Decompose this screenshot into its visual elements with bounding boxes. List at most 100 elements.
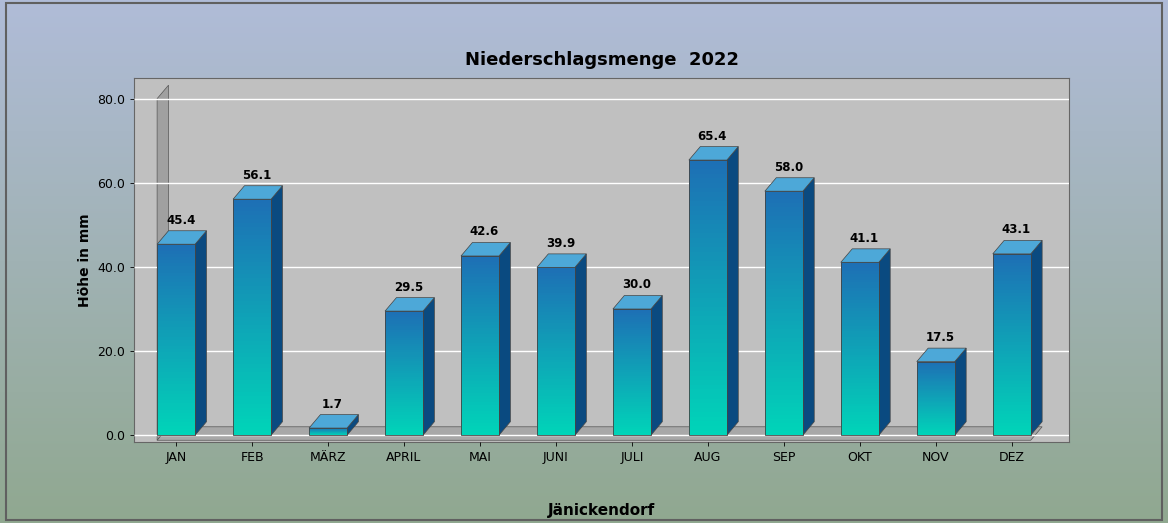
Polygon shape — [613, 385, 651, 387]
Polygon shape — [613, 410, 651, 412]
Polygon shape — [765, 199, 802, 203]
Polygon shape — [158, 267, 195, 270]
Polygon shape — [689, 215, 726, 220]
Polygon shape — [993, 311, 1030, 314]
Polygon shape — [613, 418, 651, 420]
Polygon shape — [841, 263, 878, 265]
Polygon shape — [841, 291, 878, 294]
Polygon shape — [537, 351, 575, 354]
Text: 45.4: 45.4 — [166, 214, 195, 226]
Polygon shape — [158, 289, 195, 292]
Polygon shape — [613, 387, 651, 389]
Polygon shape — [158, 85, 168, 440]
Polygon shape — [385, 324, 423, 326]
Polygon shape — [917, 372, 954, 374]
Polygon shape — [234, 368, 271, 372]
Polygon shape — [385, 423, 423, 425]
Polygon shape — [613, 425, 651, 427]
Polygon shape — [537, 421, 575, 424]
Polygon shape — [234, 360, 271, 365]
Polygon shape — [385, 385, 423, 388]
Polygon shape — [385, 394, 423, 396]
Polygon shape — [385, 415, 423, 417]
Polygon shape — [234, 235, 271, 238]
Polygon shape — [841, 397, 878, 401]
Polygon shape — [385, 413, 423, 415]
Polygon shape — [158, 371, 195, 374]
Polygon shape — [461, 339, 499, 343]
Polygon shape — [537, 393, 575, 396]
Polygon shape — [993, 266, 1030, 269]
Polygon shape — [765, 244, 802, 248]
Polygon shape — [993, 432, 1030, 435]
Polygon shape — [385, 400, 423, 402]
Polygon shape — [613, 372, 651, 374]
Polygon shape — [917, 389, 954, 390]
Polygon shape — [537, 312, 575, 315]
Polygon shape — [765, 313, 802, 317]
Polygon shape — [689, 334, 726, 339]
Polygon shape — [613, 408, 651, 410]
Text: 17.5: 17.5 — [926, 331, 955, 344]
Polygon shape — [158, 298, 195, 301]
Polygon shape — [689, 279, 726, 284]
Polygon shape — [234, 203, 271, 207]
Polygon shape — [993, 423, 1030, 426]
Polygon shape — [993, 381, 1030, 384]
Polygon shape — [537, 396, 575, 399]
Polygon shape — [765, 232, 802, 236]
Polygon shape — [689, 394, 726, 399]
Polygon shape — [385, 367, 423, 369]
Polygon shape — [234, 321, 271, 325]
Text: Jänickendorf: Jänickendorf — [548, 503, 655, 518]
Polygon shape — [613, 397, 651, 400]
Text: 65.4: 65.4 — [697, 130, 728, 143]
Polygon shape — [385, 359, 423, 361]
Polygon shape — [917, 384, 954, 385]
Polygon shape — [461, 337, 499, 339]
Polygon shape — [841, 427, 878, 429]
Polygon shape — [158, 301, 195, 305]
Polygon shape — [385, 425, 423, 427]
Polygon shape — [917, 425, 954, 427]
Polygon shape — [841, 320, 878, 323]
Polygon shape — [234, 431, 271, 435]
Polygon shape — [726, 146, 738, 435]
Polygon shape — [689, 408, 726, 412]
Polygon shape — [158, 308, 195, 311]
Polygon shape — [461, 268, 499, 271]
Polygon shape — [158, 397, 195, 400]
Polygon shape — [537, 373, 575, 377]
Polygon shape — [689, 422, 726, 426]
Polygon shape — [993, 414, 1030, 417]
Polygon shape — [234, 227, 271, 231]
Polygon shape — [461, 396, 499, 400]
Polygon shape — [613, 351, 651, 353]
Polygon shape — [841, 286, 878, 288]
Polygon shape — [537, 309, 575, 312]
Polygon shape — [917, 378, 954, 379]
Polygon shape — [385, 377, 423, 379]
Polygon shape — [841, 395, 878, 397]
Polygon shape — [613, 357, 651, 359]
Polygon shape — [917, 391, 954, 392]
Polygon shape — [158, 362, 195, 365]
Polygon shape — [537, 368, 575, 371]
Polygon shape — [613, 359, 651, 361]
Polygon shape — [158, 276, 195, 279]
Polygon shape — [841, 357, 878, 360]
Polygon shape — [385, 348, 423, 350]
Polygon shape — [841, 268, 878, 271]
Polygon shape — [689, 256, 726, 261]
Polygon shape — [689, 146, 738, 160]
Polygon shape — [234, 372, 271, 376]
Polygon shape — [537, 391, 575, 393]
Polygon shape — [537, 292, 575, 295]
Polygon shape — [461, 262, 499, 265]
Polygon shape — [537, 304, 575, 306]
Polygon shape — [461, 343, 499, 346]
Polygon shape — [537, 410, 575, 413]
Polygon shape — [537, 382, 575, 385]
Polygon shape — [385, 317, 423, 320]
Polygon shape — [993, 402, 1030, 405]
